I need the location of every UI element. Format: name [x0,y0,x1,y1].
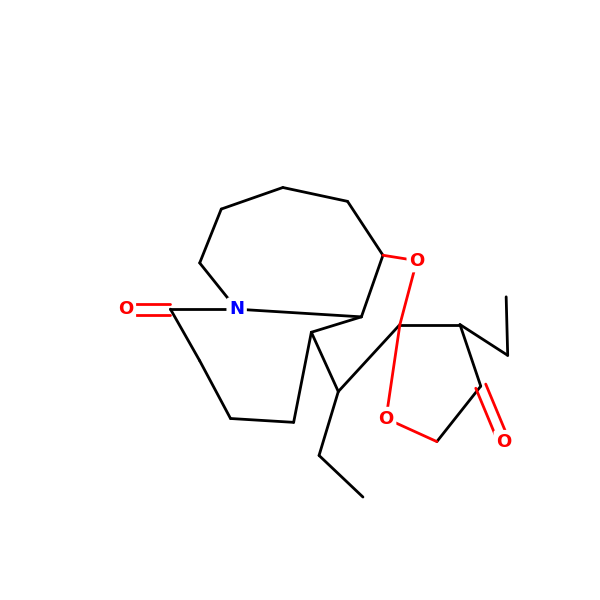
Text: N: N [229,300,244,318]
Text: O: O [118,300,133,318]
Text: O: O [409,251,424,269]
Text: O: O [496,433,511,451]
Text: O: O [379,409,394,427]
